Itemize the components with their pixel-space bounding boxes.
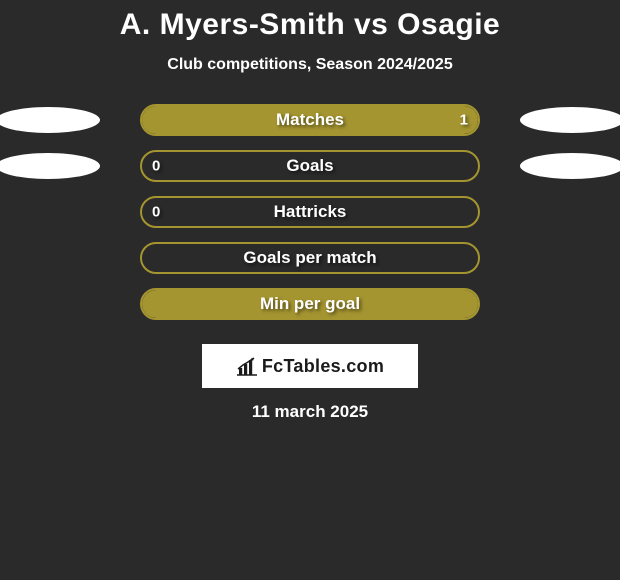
footer-date: 11 march 2025 (252, 402, 368, 422)
bar-chart-icon (236, 356, 258, 376)
stat-row: Goals0 (0, 150, 620, 182)
placeholder (520, 199, 620, 225)
bar-fill-left (142, 290, 478, 318)
placeholder (520, 245, 620, 271)
player-left-marker (0, 107, 100, 133)
stats-list: Matches1Goals0Hattricks0Goals per matchM… (0, 104, 620, 334)
stat-row: Matches1 (0, 104, 620, 136)
placeholder (520, 291, 620, 317)
stat-row: Goals per match (0, 242, 620, 274)
placeholder (0, 245, 100, 271)
logo-text: FcTables.com (262, 356, 384, 377)
stat-value-left: 0 (152, 158, 160, 175)
stat-label: Goals (142, 156, 478, 176)
logo-box: FcTables.com (202, 344, 418, 388)
placeholder (0, 199, 100, 225)
player-right-marker (520, 107, 620, 133)
comparison-infographic: A. Myers-Smith vs Osagie Club competitio… (0, 0, 620, 422)
stat-row: Hattricks0 (0, 196, 620, 228)
player-left-marker (0, 153, 100, 179)
stat-row: Min per goal (0, 288, 620, 320)
placeholder (0, 291, 100, 317)
stat-bar: Goals per match (140, 242, 480, 274)
page-subtitle: Club competitions, Season 2024/2025 (167, 56, 452, 74)
stat-bar: Goals0 (140, 150, 480, 182)
stat-value-right: 1 (460, 112, 468, 129)
bar-fill-right (142, 106, 478, 134)
stat-bar: Hattricks0 (140, 196, 480, 228)
stat-label: Hattricks (142, 202, 478, 222)
stat-bar: Min per goal (140, 288, 480, 320)
player-right-marker (520, 153, 620, 179)
stat-label: Goals per match (142, 248, 478, 268)
stat-value-left: 0 (152, 204, 160, 221)
stat-bar: Matches1 (140, 104, 480, 136)
page-title: A. Myers-Smith vs Osagie (120, 8, 500, 42)
logo: FcTables.com (236, 356, 384, 377)
